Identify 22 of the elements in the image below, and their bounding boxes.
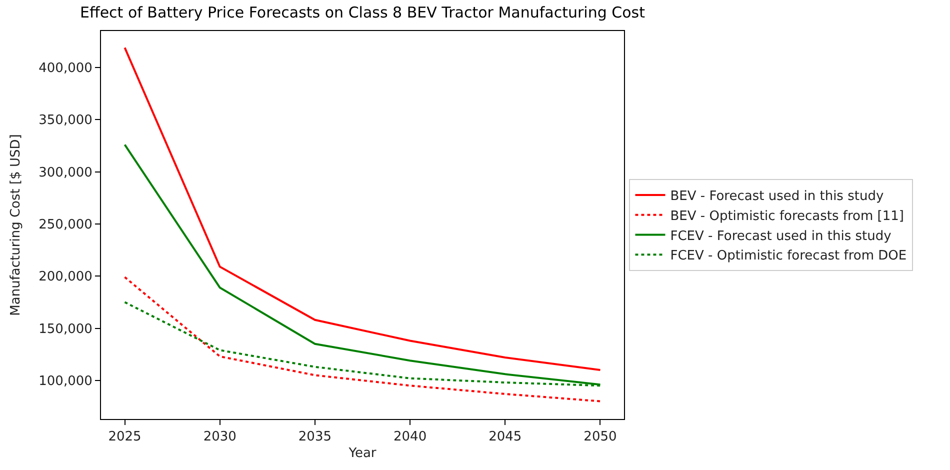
line-series bbox=[124, 276, 602, 402]
x-tick-label: 2045 bbox=[488, 430, 522, 445]
y-axis-title: Manufacturing Cost [$ USD] bbox=[8, 134, 24, 316]
y-tick-label: 300,000 bbox=[38, 165, 92, 180]
legend-label: FCEV - Forecast used in this study bbox=[670, 228, 892, 244]
legend-label: BEV - Optimistic forecasts from [11] bbox=[670, 208, 904, 224]
legend-label: FCEV - Optimistic forecast from DOE bbox=[670, 248, 907, 264]
x-tick-label: 2025 bbox=[108, 430, 142, 445]
x-tick-label: 2040 bbox=[394, 430, 427, 445]
chart-title: Effect of Battery Price Forecasts on Class 8 BEV Tractor Manufacturing Cost bbox=[80, 4, 646, 22]
y-tick-label: 200,000 bbox=[38, 270, 92, 285]
x-axis-title: Year bbox=[348, 446, 377, 462]
y-tick-label: 100,000 bbox=[38, 374, 92, 389]
x-tick-label: 2035 bbox=[298, 430, 332, 445]
y-tick-label: 150,000 bbox=[38, 322, 92, 337]
legend-label: BEV - Forecast used in this study bbox=[670, 189, 884, 204]
x-tick-label: 2050 bbox=[584, 430, 617, 445]
y-tick-label: 400,000 bbox=[38, 61, 92, 76]
line-series bbox=[124, 46, 602, 371]
x-tick-label: 2030 bbox=[203, 430, 236, 445]
y-tick-label: 350,000 bbox=[38, 113, 92, 128]
y-tick-label: 250,000 bbox=[38, 218, 92, 233]
